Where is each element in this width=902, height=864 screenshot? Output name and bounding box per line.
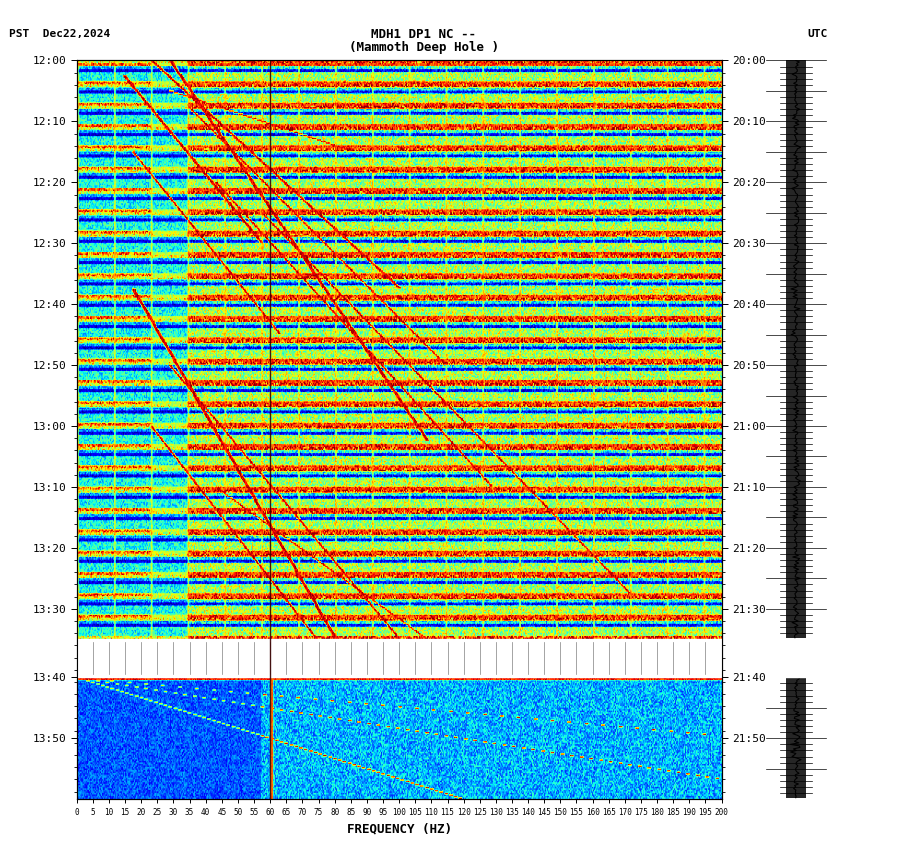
Bar bbox=[77, 639, 722, 677]
X-axis label: FREQUENCY (HZ): FREQUENCY (HZ) bbox=[346, 823, 452, 835]
Text: PST  Dec22,2024: PST Dec22,2024 bbox=[9, 29, 110, 40]
Text: UTC: UTC bbox=[807, 29, 827, 40]
Text: (Mammoth Deep Hole ): (Mammoth Deep Hole ) bbox=[349, 41, 499, 54]
Text: MDH1 DP1 NC --: MDH1 DP1 NC -- bbox=[372, 28, 476, 41]
